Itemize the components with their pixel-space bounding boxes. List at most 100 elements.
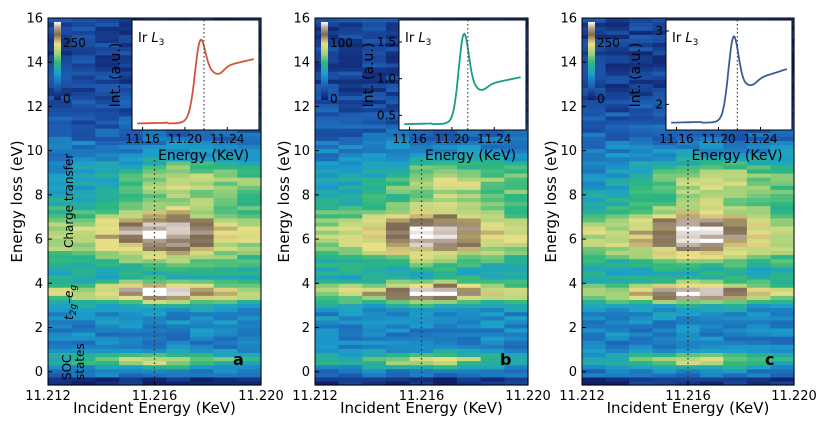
heatmap-cell	[457, 376, 482, 382]
heatmap-cell	[605, 132, 630, 137]
heatmap-cell	[699, 266, 724, 272]
heatmap-cell	[652, 356, 677, 362]
heatmap-cell	[652, 50, 677, 56]
heatmap-cell	[237, 225, 262, 231]
heatmap-cell	[71, 278, 96, 284]
heatmap-cell	[95, 148, 120, 154]
heatmap-cell	[166, 368, 191, 374]
heatmap-cell	[166, 250, 191, 256]
heatmap-cell	[629, 22, 654, 27]
heatmap-cell	[362, 360, 387, 366]
heatmap-cell	[338, 319, 363, 325]
heatmap-cell	[676, 287, 701, 292]
heatmap-cell	[652, 348, 677, 353]
heatmap-cell	[480, 356, 505, 362]
heatmap-cell	[362, 34, 387, 39]
heatmap-cell	[457, 278, 482, 284]
heatmap-cell	[723, 340, 748, 345]
heatmap-cell	[338, 283, 363, 288]
heatmap-cell	[237, 344, 262, 349]
heatmap-cell	[48, 136, 73, 141]
heatmap-cell	[362, 42, 387, 48]
heatmap-cell	[119, 250, 144, 256]
heatmap-cell	[504, 331, 529, 337]
heatmap-cell	[190, 168, 215, 174]
heatmap-cell	[433, 221, 458, 227]
heatmap-cell	[237, 238, 262, 243]
heatmap-cell	[582, 364, 607, 370]
heatmap-cell	[605, 99, 630, 105]
heatmap-cell	[95, 103, 120, 109]
inset-y-tick-label: 3	[655, 24, 663, 38]
heatmap-cell	[48, 177, 73, 182]
heatmap-cell	[338, 213, 363, 219]
heatmap-cell	[95, 201, 120, 207]
heatmap-cell	[504, 201, 529, 207]
heatmap-cell	[480, 287, 505, 292]
heatmap-cell	[213, 270, 238, 276]
heatmap-cell	[676, 238, 701, 243]
heatmap-cell	[315, 303, 340, 309]
heatmap-cell	[629, 315, 654, 321]
heatmap-cell	[629, 262, 654, 268]
colorbar-max-label-a: 250	[63, 36, 86, 50]
heatmap-cell	[48, 295, 73, 300]
heatmap-cell	[652, 323, 677, 329]
heatmap-cell	[746, 352, 772, 358]
y-tick-label: 6	[302, 233, 310, 248]
heatmap-cell	[676, 197, 701, 203]
heatmap-cell	[770, 160, 795, 166]
heatmap-cell	[480, 209, 505, 215]
heatmap-cell	[652, 83, 677, 88]
heatmap-cell	[142, 258, 167, 264]
heatmap-cell	[362, 58, 387, 64]
heatmap-cell	[676, 209, 701, 215]
heatmap-cell	[409, 164, 434, 170]
heatmap-cell	[119, 278, 144, 284]
heatmap-cell	[605, 42, 630, 48]
heatmap-cell	[480, 225, 505, 231]
heatmap-cell	[652, 344, 677, 349]
heatmap-cell	[48, 246, 73, 252]
heatmap-cell	[504, 209, 529, 215]
heatmap-cell	[119, 62, 144, 68]
heatmap-cell	[605, 172, 630, 178]
heatmap-cell	[166, 144, 191, 150]
heatmap-cell	[71, 91, 96, 97]
heatmap-cell	[315, 164, 340, 170]
heatmap-cell	[48, 168, 73, 174]
heatmap-cell	[723, 213, 748, 219]
heatmap-cell	[770, 331, 795, 337]
heatmap-cell	[166, 315, 191, 321]
heatmap-cell	[504, 230, 529, 235]
heatmap-cell	[457, 266, 482, 272]
heatmap-cell	[338, 209, 363, 215]
heatmap-cell	[315, 336, 340, 341]
heatmap-cell	[582, 185, 607, 190]
heatmap-cell	[142, 217, 167, 223]
heatmap-cell	[504, 360, 529, 366]
heatmap-cell	[237, 266, 262, 272]
heatmap-cell	[48, 291, 73, 296]
heatmap-cell	[480, 164, 505, 170]
heatmap-cell	[605, 254, 630, 260]
heatmap-cell	[362, 205, 387, 211]
heatmap-cell	[605, 331, 630, 337]
heatmap-cell	[213, 258, 238, 264]
heatmap-cell	[315, 172, 340, 178]
inset-ticks-a: 11.16 11.20 11.24	[125, 127, 244, 146]
heatmap-cell	[582, 299, 607, 305]
heatmap-cell	[652, 71, 677, 76]
heatmap-cell	[504, 140, 529, 146]
heatmap-cell	[237, 352, 262, 358]
heatmap-cell	[119, 148, 144, 154]
heatmap-cell	[71, 258, 96, 264]
heatmap-cell	[71, 303, 96, 309]
heatmap-cell	[237, 168, 262, 174]
heatmap-cell	[480, 238, 505, 243]
heatmap-cell	[237, 364, 262, 370]
heatmap-cell	[723, 209, 748, 215]
heatmap-cell	[457, 336, 482, 341]
heatmap-cell	[629, 380, 654, 386]
heatmap-cell	[652, 66, 677, 72]
